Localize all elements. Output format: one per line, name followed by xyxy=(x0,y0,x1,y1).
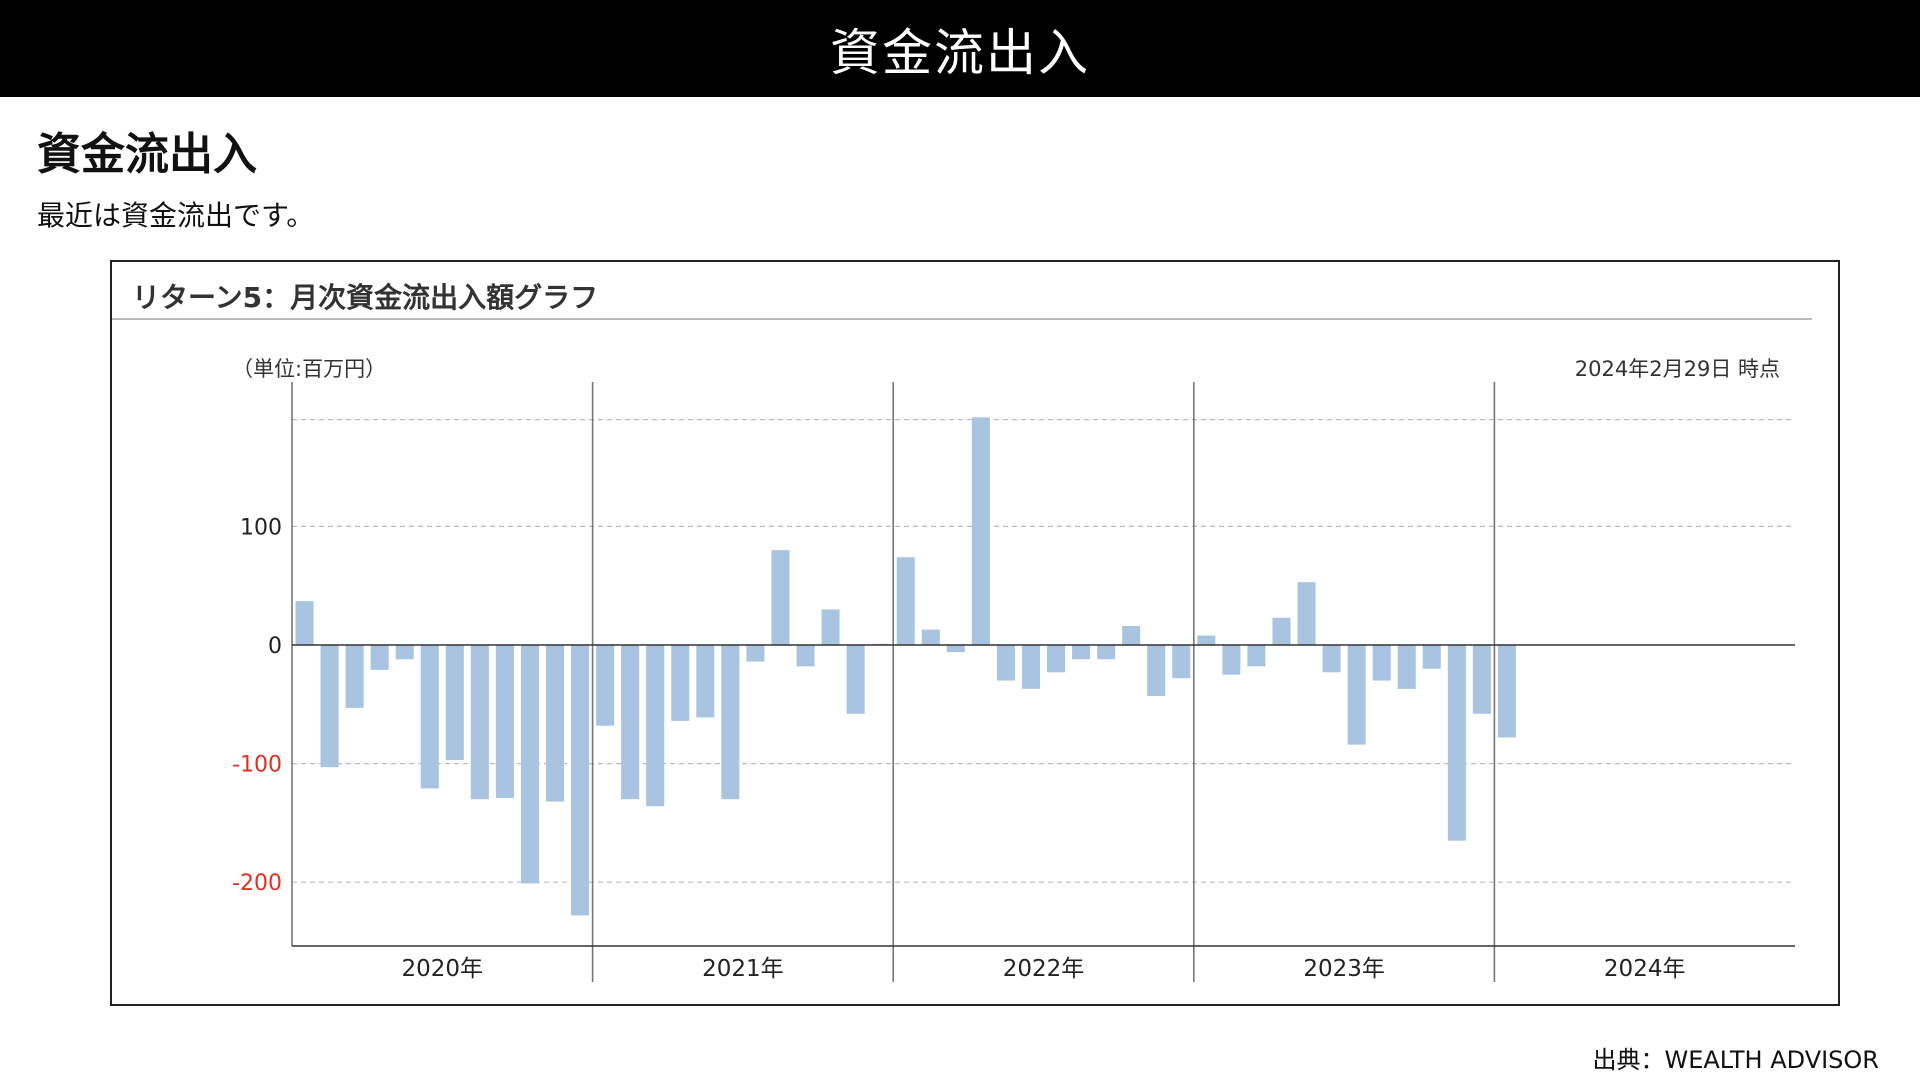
bar xyxy=(1197,635,1216,645)
bar xyxy=(946,645,965,653)
bar xyxy=(1272,617,1291,645)
bar xyxy=(1097,645,1116,660)
year-label: 2024年 xyxy=(1604,956,1686,982)
bar xyxy=(370,645,389,670)
bar xyxy=(1072,645,1091,660)
bar xyxy=(596,645,615,726)
year-label: 2023年 xyxy=(1303,956,1385,982)
bar xyxy=(1297,582,1316,645)
bar xyxy=(621,645,640,800)
year-label: 2021年 xyxy=(702,956,784,982)
section-title: 資金流出入 xyxy=(37,129,257,180)
year-label: 2020年 xyxy=(402,956,484,982)
y-tick-label: -200 xyxy=(232,871,282,896)
bar xyxy=(971,417,990,645)
y-tick-label: -100 xyxy=(232,753,282,778)
unit-label: （単位:百万円） xyxy=(232,357,386,381)
bar xyxy=(495,645,514,798)
bar xyxy=(746,645,765,662)
bar xyxy=(721,645,740,800)
bar xyxy=(1397,645,1416,689)
source-credit: 出典：WEALTH ADVISOR xyxy=(1592,1046,1880,1074)
banner-title: 資金流出入 xyxy=(830,23,1090,82)
bar xyxy=(696,645,715,718)
bar xyxy=(1172,645,1191,679)
section-description: 最近は資金流出です。 xyxy=(37,199,315,232)
bar xyxy=(395,645,414,660)
top-banner: 資金流出入 xyxy=(0,0,1920,97)
bar xyxy=(1247,645,1266,667)
bar xyxy=(1447,645,1466,841)
bar xyxy=(646,645,665,807)
as-of-label: 2024年2月29日 時点 xyxy=(1575,357,1780,381)
chart-heading: リターン5：月次資金流出入額グラフ xyxy=(132,281,599,314)
bar xyxy=(896,557,915,645)
bar xyxy=(445,645,464,761)
bar xyxy=(996,645,1015,681)
heading-divider xyxy=(112,318,1812,320)
bar xyxy=(821,609,840,645)
bar xyxy=(320,645,339,768)
bar xyxy=(1047,645,1066,673)
bar xyxy=(846,645,865,714)
bar xyxy=(1222,645,1241,675)
bar xyxy=(1347,645,1366,745)
bar xyxy=(470,645,489,800)
bar xyxy=(295,601,314,645)
bar xyxy=(1497,645,1516,738)
bar xyxy=(1147,645,1166,696)
bar xyxy=(1122,626,1141,645)
bar xyxy=(520,645,539,884)
bar xyxy=(571,645,590,916)
year-label: 2022年 xyxy=(1003,956,1085,982)
chart-panel: リターン5：月次資金流出入額グラフ （単位:百万円） 2024年2月29日 時点… xyxy=(110,260,1840,1006)
y-tick-label: 0 xyxy=(268,634,282,659)
bar xyxy=(1422,645,1441,669)
bar xyxy=(796,645,815,667)
bar xyxy=(771,550,790,645)
bar xyxy=(1472,645,1491,714)
fund-flow-chart: （単位:百万円） 2024年2月29日 時点 2020年 2021年 2022年 20… xyxy=(232,357,1795,982)
bar xyxy=(546,645,565,802)
bar xyxy=(1322,645,1341,673)
bar xyxy=(1372,645,1391,681)
bar xyxy=(921,629,940,645)
y-tick-label: 100 xyxy=(240,515,282,540)
bar xyxy=(671,645,690,721)
bar xyxy=(345,645,364,708)
bar xyxy=(1021,645,1040,689)
bar xyxy=(420,645,439,789)
